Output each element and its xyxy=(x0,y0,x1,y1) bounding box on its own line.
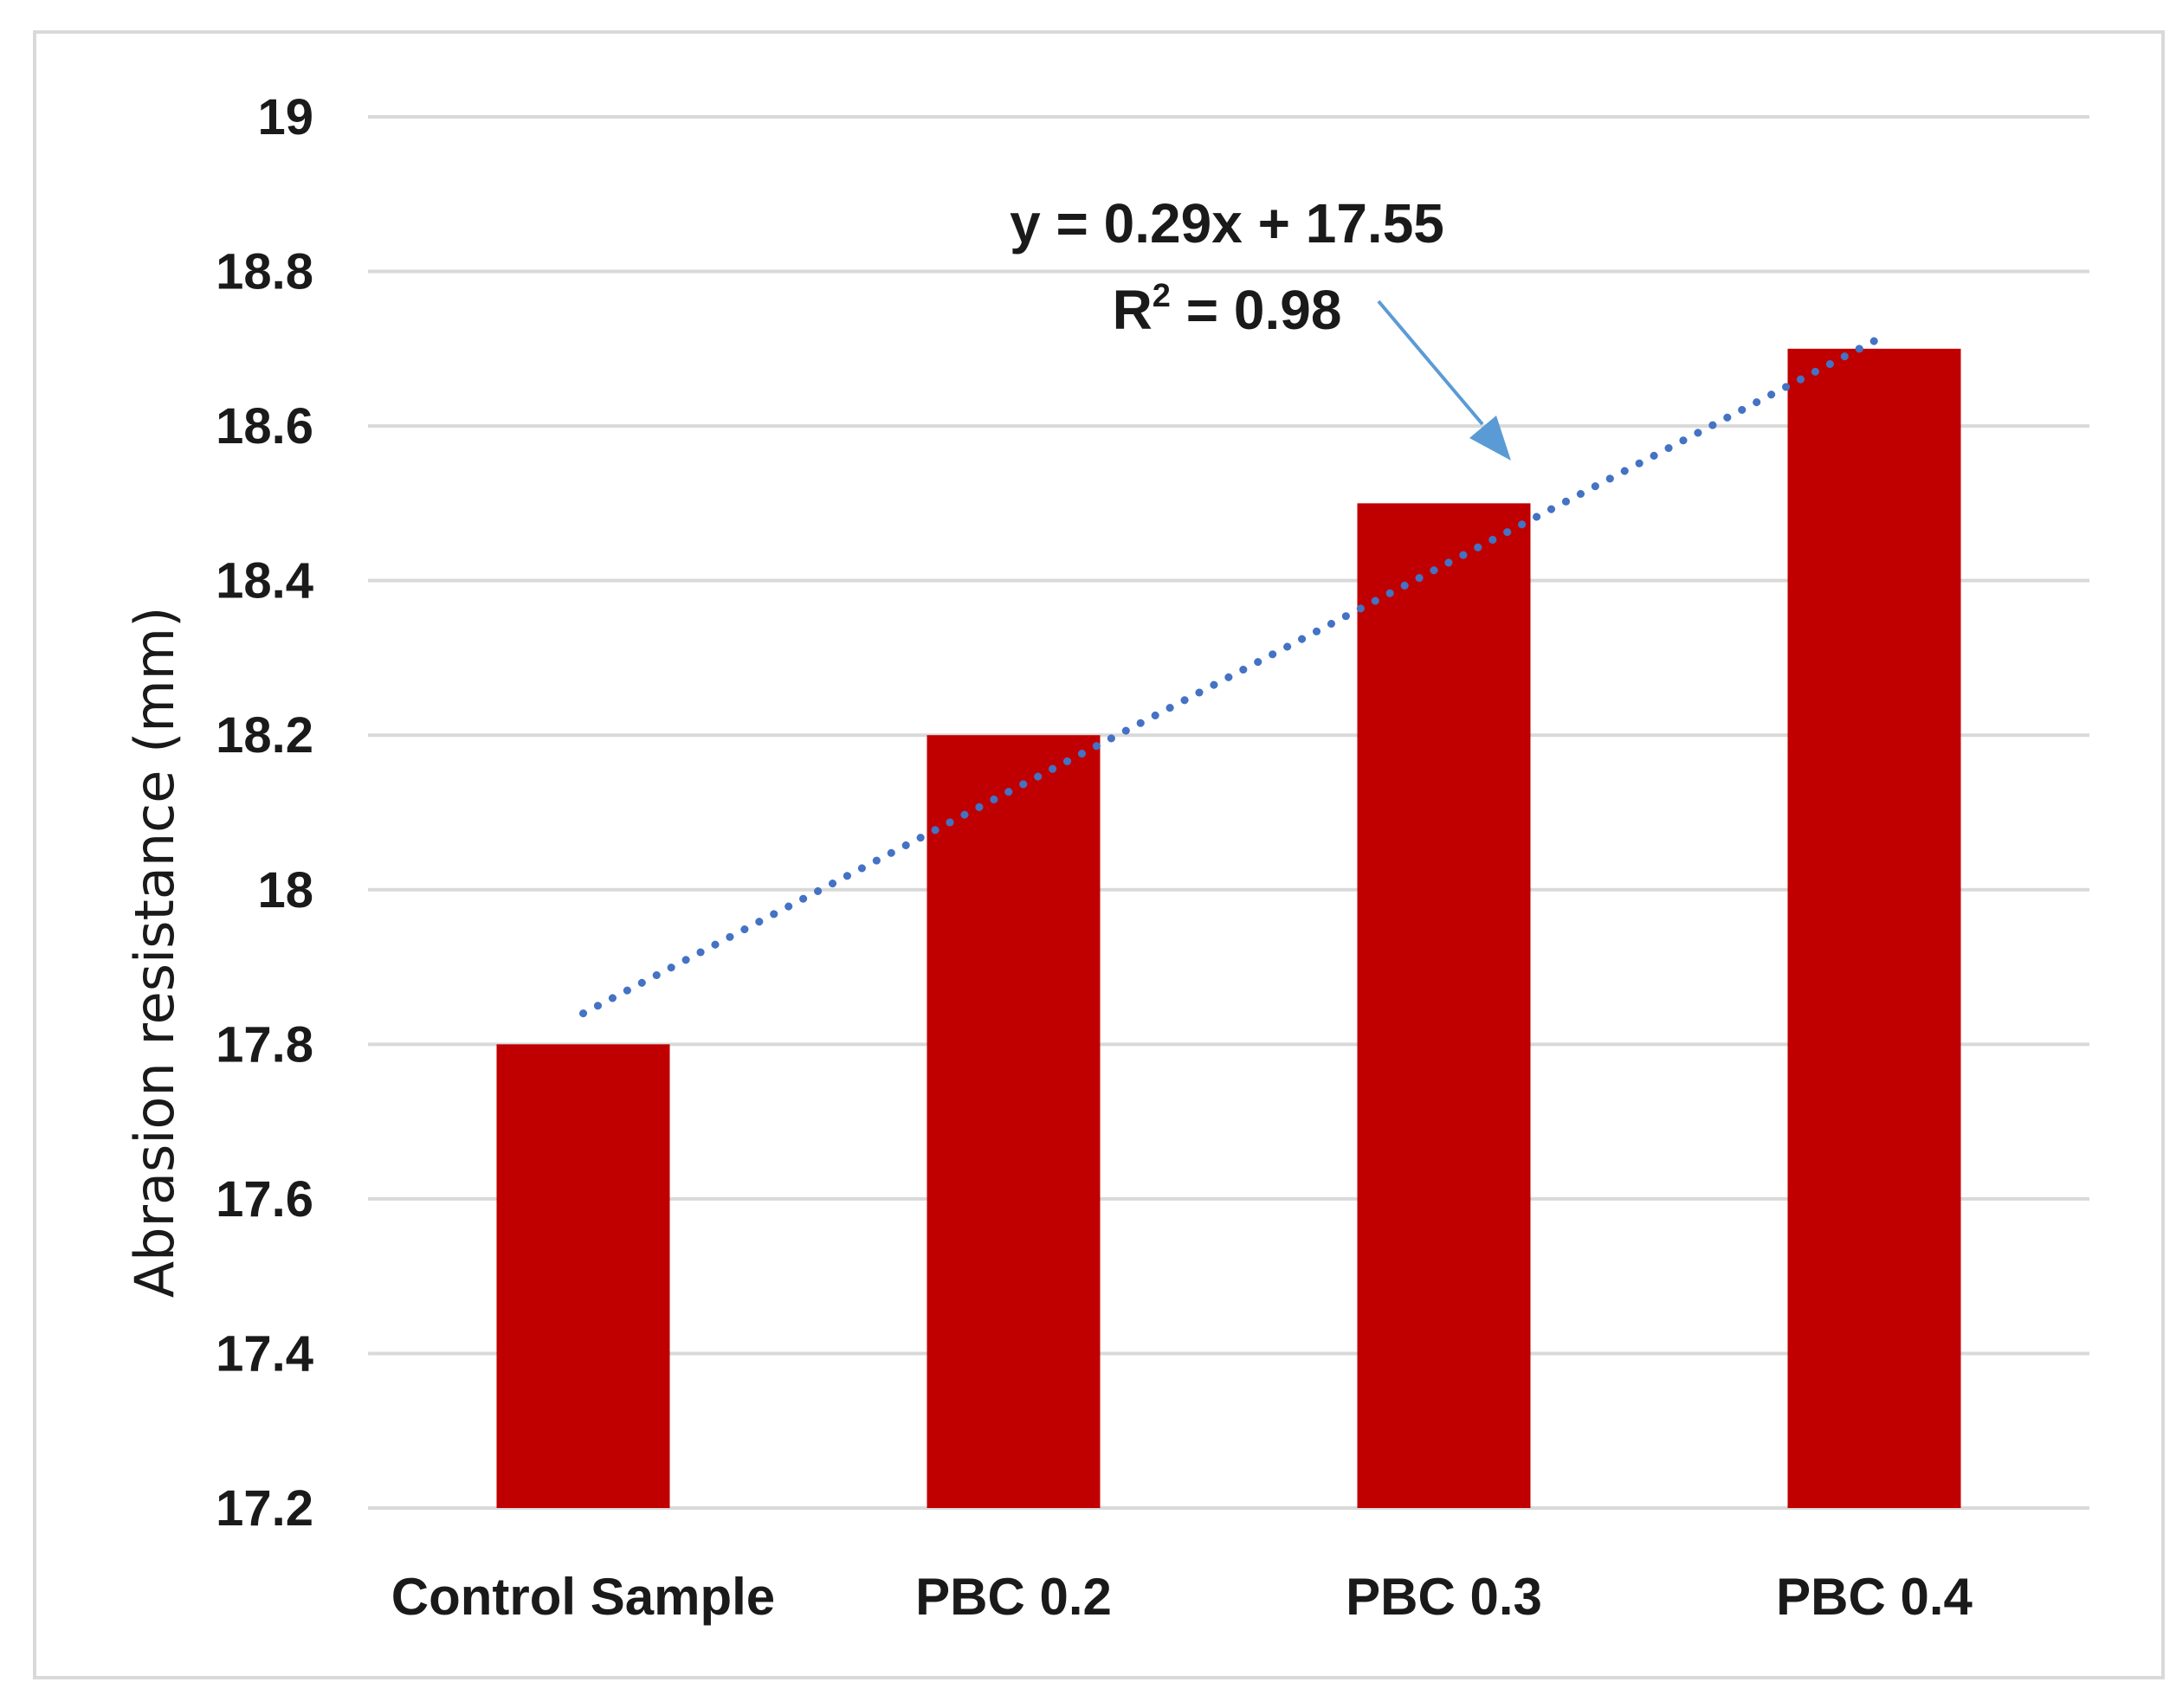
x-category-label: Control Sample xyxy=(391,1568,775,1626)
y-tick-label: 17.4 xyxy=(216,1325,313,1382)
y-axis-label: Abrasion resistance (mm) xyxy=(123,607,186,1299)
bars xyxy=(496,348,1961,1508)
chart-frame xyxy=(33,30,2165,1679)
y-tick-label: 18.2 xyxy=(216,707,313,764)
x-axis-categories: Control Sample PBC 0.2 PBC 0.3 PBC 0.4 xyxy=(391,1568,1973,1626)
trendline-r-squared: R2 = 0.98 xyxy=(1113,278,1342,341)
annotation-arrow xyxy=(1377,300,1511,461)
r-squared-exponent: 2 xyxy=(1153,278,1171,314)
trendline xyxy=(579,337,1878,1018)
bar xyxy=(927,735,1101,1508)
r-squared-prefix: R xyxy=(1113,279,1153,341)
bar xyxy=(1357,503,1531,1508)
bar xyxy=(496,1044,670,1508)
y-tick-label: 17.6 xyxy=(216,1171,313,1228)
y-tick-label: 18.8 xyxy=(216,244,313,300)
x-category-label: PBC 0.4 xyxy=(1776,1568,1973,1626)
y-tick-label: 17.8 xyxy=(216,1016,313,1073)
bar xyxy=(1787,348,1961,1508)
y-tick-label: 18.6 xyxy=(216,398,313,454)
x-category-label: PBC 0.3 xyxy=(1346,1568,1542,1626)
trendline-equation: y = 0.29x + 17.55 xyxy=(1010,192,1444,255)
x-category-label: PBC 0.2 xyxy=(915,1568,1112,1626)
y-tick-label: 18 xyxy=(257,862,313,918)
y-tick-label: 17.2 xyxy=(216,1480,313,1537)
y-axis-ticks: 17.2 17.4 17.6 17.8 18 18.2 18.4 18.6 18.8 19 xyxy=(216,89,313,1537)
y-tick-label: 18.4 xyxy=(216,553,313,609)
r-squared-value: = 0.98 xyxy=(1171,279,1342,341)
y-tick-label: 19 xyxy=(257,89,313,145)
